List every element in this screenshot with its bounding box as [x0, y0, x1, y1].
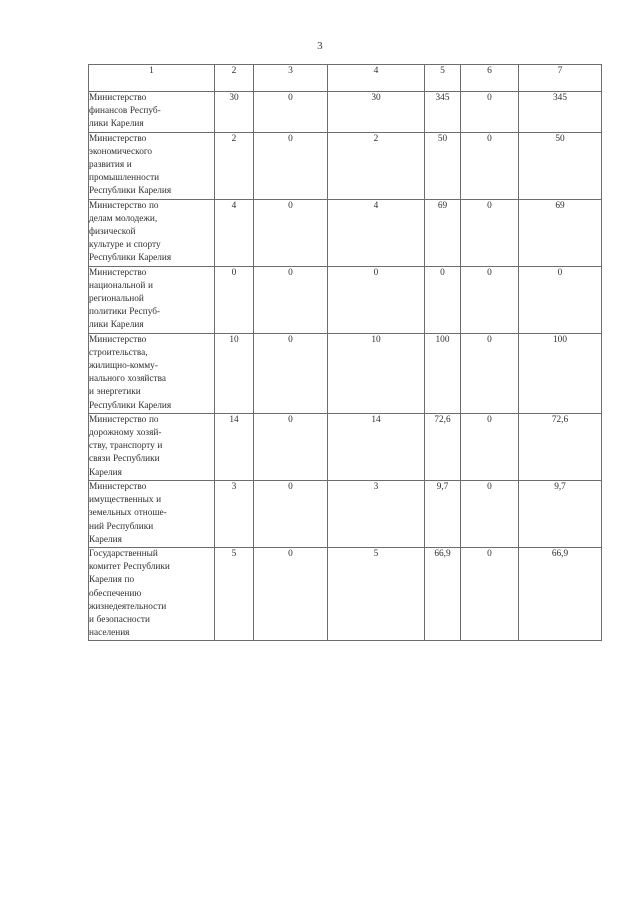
value-cell: 0	[253, 265, 328, 334]
value-cell: 0	[214, 265, 254, 334]
value-cell: 0	[253, 131, 328, 200]
value-cell: 0	[518, 265, 602, 334]
value-cell: 345	[424, 91, 461, 133]
budget-allocation-table: 1 2 3 4 5 6 7 Министерство финансов Респуб- лик…	[88, 64, 602, 642]
column-header-2: 2	[214, 64, 254, 92]
value-cell: 0	[327, 265, 425, 334]
value-cell: 0	[460, 131, 519, 200]
table-row: Министерство финансов Респуб- лики Карел…	[88, 91, 602, 133]
value-cell: 0	[253, 91, 328, 133]
value-cell: 0	[460, 198, 519, 267]
value-cell: 14	[214, 412, 254, 481]
value-cell: 50	[518, 131, 602, 200]
value-cell: 72,6	[518, 412, 602, 481]
value-cell: 0	[460, 546, 519, 642]
value-cell: 100	[518, 332, 602, 414]
value-cell: 10	[327, 332, 425, 414]
value-cell: 2	[214, 131, 254, 200]
value-cell: 9,7	[518, 479, 602, 548]
value-cell: 10	[214, 332, 254, 414]
value-cell: 0	[460, 479, 519, 548]
value-cell: 345	[518, 91, 602, 133]
table-container: 1 2 3 4 5 6 7 Министерство финансов Респуб- лик…	[88, 64, 602, 642]
value-cell: 0	[253, 332, 328, 414]
column-header-4: 4	[327, 64, 425, 92]
value-cell: 0	[253, 412, 328, 481]
value-cell: 30	[327, 91, 425, 133]
value-cell: 0	[253, 198, 328, 267]
value-cell: 72,6	[424, 412, 461, 481]
table-row: Министерство по дорожному хозяй- ству, т…	[88, 412, 602, 481]
organization-name-cell: Министерство строительства, жилищно-комм…	[88, 332, 215, 414]
value-cell: 0	[253, 546, 328, 642]
table-row: Министерство по делам молодежи, физическ…	[88, 198, 602, 267]
column-header-5: 5	[424, 64, 461, 92]
value-cell: 0	[460, 91, 519, 133]
value-cell: 30	[214, 91, 254, 133]
value-cell: 0	[460, 265, 519, 334]
value-cell: 4	[214, 198, 254, 267]
table-row: Министерство имущественных и земельных о…	[88, 479, 602, 548]
organization-name-cell: Министерство по дорожному хозяй- ству, т…	[88, 412, 215, 481]
value-cell: 100	[424, 332, 461, 414]
table-row: Министерство строительства, жилищно-комм…	[88, 332, 602, 414]
value-cell: 69	[518, 198, 602, 267]
value-cell: 66,9	[424, 546, 461, 642]
organization-name-cell: Министерство имущественных и земельных о…	[88, 479, 215, 548]
organization-name-cell: Министерство национальной и региональной…	[88, 265, 215, 334]
value-cell: 4	[327, 198, 425, 267]
value-cell: 5	[327, 546, 425, 642]
value-cell: 5	[214, 546, 254, 642]
page-number: 3	[317, 40, 323, 52]
table-row: Министерство экономического развития и п…	[88, 131, 602, 200]
column-header-1: 1	[88, 64, 215, 92]
value-cell: 66,9	[518, 546, 602, 642]
column-header-7: 7	[518, 64, 602, 92]
value-cell: 69	[424, 198, 461, 267]
organization-name-cell: Государственный комитет Республики Карел…	[88, 546, 215, 642]
value-cell: 0	[424, 265, 461, 334]
value-cell: 0	[460, 332, 519, 414]
value-cell: 14	[327, 412, 425, 481]
table-row: Государственный комитет Республики Карел…	[88, 546, 602, 642]
organization-name-cell: Министерство экономического развития и п…	[88, 131, 215, 200]
value-cell: 2	[327, 131, 425, 200]
organization-name-cell: Министерство финансов Респуб- лики Карел…	[88, 91, 215, 133]
value-cell: 3	[214, 479, 254, 548]
value-cell: 0	[460, 412, 519, 481]
value-cell: 50	[424, 131, 461, 200]
value-cell: 9,7	[424, 479, 461, 548]
table-row: Министерство национальной и региональной…	[88, 265, 602, 334]
column-header-6: 6	[460, 64, 519, 92]
value-cell: 0	[253, 479, 328, 548]
organization-name-cell: Министерство по делам молодежи, физическ…	[88, 198, 215, 267]
column-header-3: 3	[253, 64, 328, 92]
value-cell: 3	[327, 479, 425, 548]
